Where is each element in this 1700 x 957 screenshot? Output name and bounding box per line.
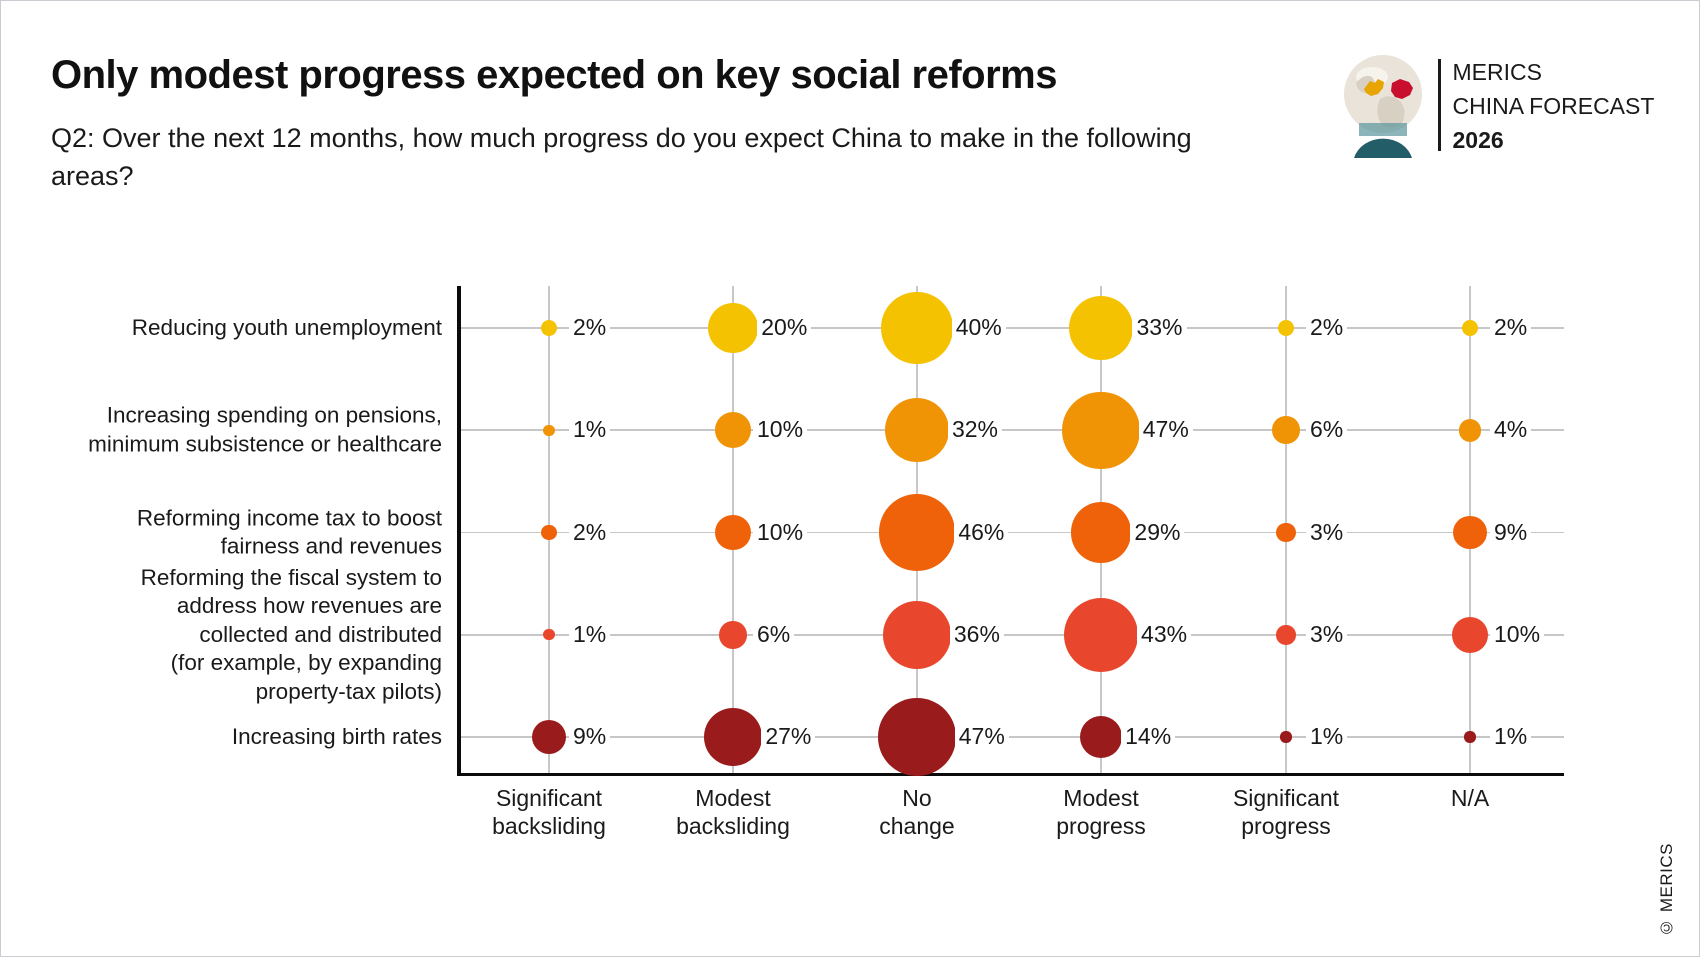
logo-divider bbox=[1438, 59, 1441, 151]
x-axis-category-label: Modest progress bbox=[1056, 785, 1146, 839]
bubble-value-label: 6% bbox=[1306, 415, 1348, 445]
bubble-value-label: 10% bbox=[753, 517, 808, 547]
x-axis-category-label: No change bbox=[879, 785, 955, 839]
bubble-value-label: 3% bbox=[1306, 517, 1348, 547]
bubble bbox=[878, 698, 956, 776]
bubble bbox=[1079, 715, 1123, 759]
bubble-value-label: 9% bbox=[569, 721, 611, 751]
bubble bbox=[1276, 624, 1296, 645]
logo-year: 2026 bbox=[1452, 127, 1504, 153]
bubble-value-label: 43% bbox=[1137, 619, 1192, 649]
bubble bbox=[881, 292, 953, 364]
row-label: Reducing youth unemployment bbox=[131, 314, 442, 340]
bubble-value-label: 29% bbox=[1130, 517, 1185, 547]
bubble bbox=[883, 600, 951, 669]
x-axis-category-label: Significant backsliding bbox=[492, 785, 606, 839]
row-label: Increasing spending on pensions, minimum … bbox=[88, 402, 442, 457]
bubble-value-label: 4% bbox=[1490, 415, 1532, 445]
bubble bbox=[707, 302, 759, 354]
grid-line-horizontal bbox=[459, 531, 1564, 534]
bubble bbox=[715, 514, 751, 551]
logo-org: MERICS bbox=[1452, 59, 1542, 85]
grid-line-horizontal bbox=[459, 327, 1564, 329]
bubble bbox=[1063, 597, 1139, 672]
bubble bbox=[1276, 522, 1296, 543]
bubble-value-label: 1% bbox=[569, 415, 611, 445]
x-axis-category-label: N/A bbox=[1450, 785, 1490, 811]
bubble-value-label: 2% bbox=[569, 312, 611, 342]
bubble bbox=[541, 524, 557, 541]
bubble-value-label: 1% bbox=[569, 619, 611, 649]
bubble bbox=[1068, 295, 1134, 361]
grid-line-horizontal bbox=[459, 429, 1564, 432]
row-label: Reforming the fiscal system to address ho… bbox=[140, 564, 442, 704]
bubble bbox=[719, 620, 747, 649]
row-label: Reforming income tax to boost fairness an… bbox=[136, 505, 442, 559]
bubble-value-label: 32% bbox=[947, 415, 1002, 445]
bubble-value-label: 47% bbox=[954, 721, 1009, 751]
bubble-value-label: 36% bbox=[949, 619, 1004, 649]
bubble-value-label: 2% bbox=[1306, 312, 1348, 342]
bubble bbox=[1062, 391, 1140, 469]
bubble bbox=[885, 398, 949, 463]
copyright-label: © MERICS bbox=[1657, 843, 1676, 937]
bubble bbox=[715, 412, 751, 449]
logo-wordmark: MERICS CHINA FORECAST 2026 bbox=[1453, 53, 1655, 157]
bubble-value-label: 10% bbox=[753, 415, 808, 445]
bubble-value-label: 20% bbox=[757, 312, 812, 342]
bubble-value-label: 2% bbox=[569, 517, 611, 547]
bubble bbox=[1280, 731, 1292, 743]
bubble bbox=[1272, 416, 1300, 445]
snow-globe-icon bbox=[1344, 55, 1422, 158]
bubble bbox=[541, 320, 557, 336]
bubble-value-label: 47% bbox=[1138, 415, 1193, 445]
bubble-value-label: 46% bbox=[954, 517, 1009, 547]
bubble bbox=[1070, 502, 1132, 563]
bubble bbox=[543, 629, 555, 641]
bubble bbox=[878, 494, 956, 571]
x-axis-line bbox=[457, 772, 1564, 777]
bubble bbox=[1458, 418, 1482, 442]
bubble-value-label: 1% bbox=[1306, 721, 1348, 751]
bubble-value-label: 9% bbox=[1490, 517, 1532, 547]
grid-line-horizontal bbox=[459, 633, 1564, 636]
row-label: Increasing birth rates bbox=[231, 723, 442, 749]
y-axis-line bbox=[457, 286, 461, 777]
bubble-value-label: 40% bbox=[951, 312, 1006, 342]
merics-logo: MERICS CHINA FORECAST 2026 bbox=[1342, 53, 1654, 159]
bubble bbox=[532, 720, 566, 754]
bubble bbox=[1452, 616, 1488, 653]
bubble-value-label: 1% bbox=[1490, 721, 1532, 751]
x-axis-category-label: Modest backsliding bbox=[676, 785, 790, 839]
bubble-value-label: 33% bbox=[1132, 312, 1187, 342]
x-axis-category-label: Significant progress bbox=[1232, 785, 1340, 839]
grid-line-horizontal bbox=[459, 736, 1564, 738]
page-title: Only modest progress expected on key soc… bbox=[51, 53, 1057, 97]
bubble bbox=[543, 424, 555, 436]
bubble-value-label: 6% bbox=[753, 619, 795, 649]
bubble-value-label: 3% bbox=[1306, 619, 1348, 649]
bubble-value-label: 10% bbox=[1490, 619, 1545, 649]
bubble bbox=[1278, 320, 1294, 336]
bubble bbox=[1464, 731, 1476, 743]
bubble bbox=[1462, 320, 1478, 336]
bubble-value-label: 2% bbox=[1490, 312, 1532, 342]
logo-product: CHINA FORECAST bbox=[1452, 93, 1655, 119]
bubble-value-label: 27% bbox=[761, 721, 816, 751]
bubble bbox=[703, 707, 763, 767]
bubble-value-label: 14% bbox=[1121, 721, 1176, 751]
bubble bbox=[1453, 515, 1487, 550]
survey-question: Q2: Over the next 12 months, how much pr… bbox=[51, 123, 1192, 191]
